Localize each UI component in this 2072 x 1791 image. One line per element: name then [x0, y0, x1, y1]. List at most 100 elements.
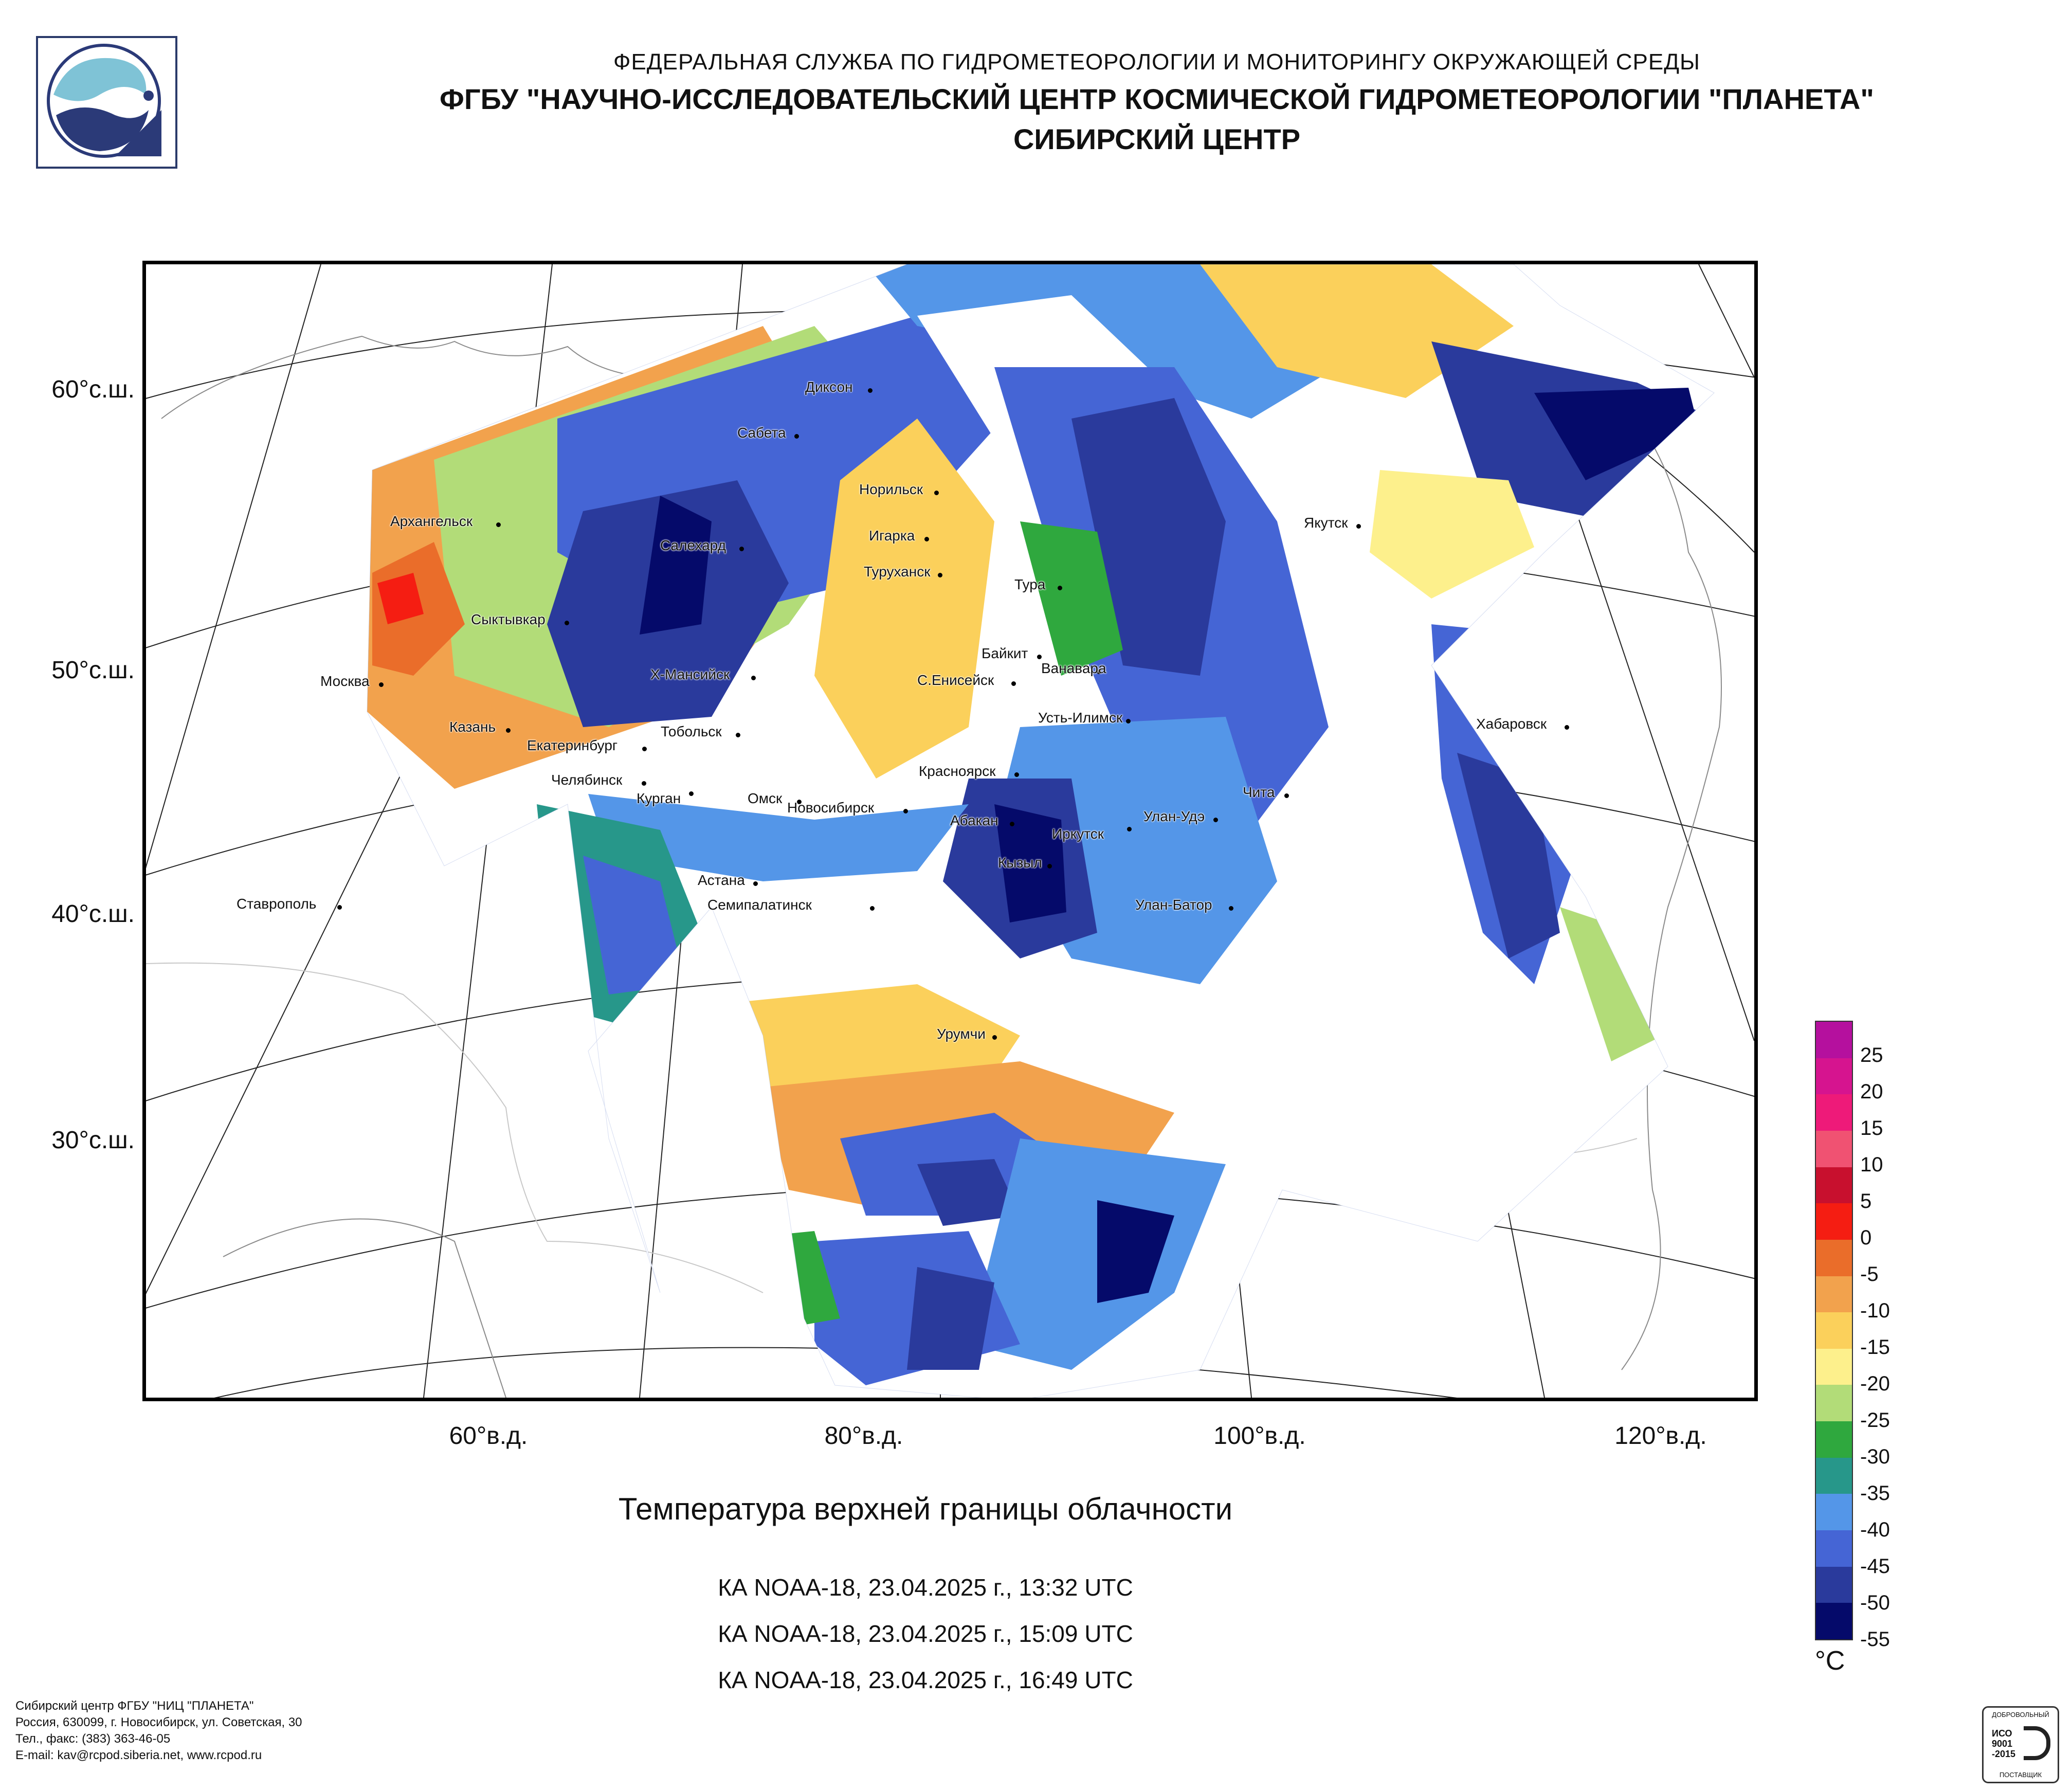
satellite-map: Диксон Сабета Норильск Архангельск Салехард И…	[142, 261, 1758, 1401]
city-marker	[870, 906, 875, 911]
city-label: Ванавара	[1041, 660, 1106, 676]
legend-color-box	[1816, 1203, 1852, 1240]
lat-label-30: 30°с.ш.	[51, 1127, 135, 1154]
city-marker	[1097, 670, 1101, 674]
map-title: Температура верхней границы облачности	[618, 1492, 1233, 1526]
legend-color-box	[1816, 1167, 1852, 1204]
lat-label-40: 40°с.ш.	[51, 900, 135, 928]
legend-color-box	[1816, 1530, 1852, 1567]
header-institute: ФГБУ "НАУЧНО-ИССЛЕДОВАТЕЛЬСКИЙ ЦЕНТР КОС…	[440, 83, 1874, 115]
satellite-pass-2: КА NOAA-18, 23.04.2025 г., 15:09 UTC	[718, 1620, 1133, 1647]
legend-color-box	[1816, 1348, 1852, 1385]
legend-color-box	[1816, 1566, 1852, 1603]
city-marker	[506, 728, 511, 733]
city-label: Абакан	[950, 812, 998, 828]
footer-line: Тел., факс: (383) 363-46-05	[15, 1732, 171, 1746]
city-marker	[797, 800, 802, 804]
city-label: Улан-Удэ	[1143, 808, 1205, 824]
city-marker	[751, 676, 756, 680]
city-label: Норильск	[859, 481, 923, 497]
city-marker	[1565, 725, 1569, 730]
city-marker	[1011, 681, 1016, 686]
coastlines	[161, 335, 1722, 1398]
city-label: Туруханск	[864, 564, 931, 580]
city-marker	[1047, 864, 1052, 869]
city-label: Х-Мансийск	[650, 666, 730, 682]
city-label: Казань	[449, 719, 496, 735]
satellite-pass-3: КА NOAA-18, 23.04.2025 г., 16:49 UTC	[718, 1667, 1133, 1693]
city-marker	[753, 881, 758, 886]
city-label: Сабета	[737, 425, 786, 441]
city-marker	[739, 547, 744, 551]
iso-c-mark-icon	[2024, 1726, 2050, 1760]
footer-line: Россия, 630099, г. Новосибирск, ул. Сове…	[15, 1715, 302, 1729]
legend-color-box	[1816, 1094, 1852, 1131]
header-center: СИБИРСКИЙ ЦЕНТР	[1013, 123, 1301, 155]
legend-value: -45	[1860, 1555, 1890, 1578]
city-label: Красноярск	[919, 763, 996, 779]
legend-color-box	[1816, 1457, 1852, 1494]
footer-line: E-mail: kav@rcpod.siberia.net, www.rcpod…	[15, 1748, 262, 1762]
city-marker	[924, 537, 929, 541]
planeta-logo-icon	[36, 36, 177, 169]
iso-line1: ИСО	[1992, 1728, 2012, 1739]
city-marker	[642, 781, 646, 786]
city-label: Игарка	[869, 528, 915, 544]
city-marker	[1037, 655, 1042, 659]
city-label: Диксон	[805, 379, 853, 395]
city-label: Якутск	[1304, 515, 1348, 531]
city-label: Омск	[748, 790, 783, 806]
city-label: Иркутск	[1052, 826, 1104, 842]
iso-line3: -2015	[1992, 1749, 2016, 1759]
header-agency: ФЕДЕРАЛЬНАЯ СЛУЖБА ПО ГИДРОМЕТЕОРОЛОГИИ …	[613, 49, 1700, 75]
legend-value: 20	[1860, 1080, 1883, 1103]
city-label: С.Енисейск	[917, 672, 994, 688]
city-label: Екатеринбург	[527, 737, 618, 753]
legend-value: -15	[1860, 1336, 1890, 1359]
city-marker	[1229, 906, 1233, 911]
city-label: Новосибирск	[787, 800, 875, 816]
legend-value: -50	[1860, 1591, 1890, 1614]
city-label: Хабаровск	[1476, 716, 1547, 732]
satellite-pass-1: КА NOAA-18, 23.04.2025 г., 13:32 UTC	[718, 1574, 1133, 1601]
footer-contacts: Сибирский центр ФГБУ "НИЦ "ПЛАНЕТА" Росс…	[15, 1698, 302, 1764]
cloud-top-temperature-image	[146, 264, 1754, 1398]
legend-value: -30	[1860, 1445, 1890, 1468]
legend-color-box	[1816, 1421, 1852, 1458]
city-label: Кызыл	[998, 855, 1042, 871]
lon-label-120: 120°в.д.	[1614, 1422, 1707, 1450]
city-label: Сыктывкар	[471, 611, 546, 627]
legend-color-box	[1816, 1494, 1852, 1531]
city-marker	[379, 682, 384, 687]
city-marker	[1014, 772, 1019, 777]
city-marker	[1058, 586, 1062, 590]
legend-value: -35	[1860, 1482, 1890, 1505]
legend-value: -25	[1860, 1409, 1890, 1432]
legend-color-box	[1816, 1022, 1852, 1059]
iso-bottom-text: ПОСТАВЩИК	[1999, 1771, 2042, 1779]
city-marker	[1126, 719, 1131, 723]
footer-line: Сибирский центр ФГБУ "НИЦ "ПЛАНЕТА"	[15, 1699, 254, 1713]
city-marker	[794, 434, 799, 439]
city-label: Ставрополь	[237, 896, 317, 912]
lon-label-100: 100°в.д.	[1213, 1422, 1306, 1450]
city-label: Архангельск	[390, 513, 473, 529]
legend-value: -5	[1860, 1263, 1879, 1286]
city-marker	[934, 491, 939, 495]
legend-value: 0	[1860, 1226, 1872, 1249]
lon-label-80: 80°в.д.	[824, 1422, 903, 1450]
city-marker	[938, 573, 942, 577]
lon-label-60: 60°в.д.	[449, 1422, 528, 1450]
legend-value: 25	[1860, 1044, 1883, 1066]
legend-color-box	[1816, 1239, 1852, 1277]
iso-line2: 9001	[1992, 1739, 2013, 1749]
legend-value: 15	[1860, 1117, 1883, 1139]
city-marker	[496, 522, 501, 527]
lat-label-50: 50°с.ш.	[51, 657, 135, 684]
legend-color-box	[1816, 1130, 1852, 1168]
city-marker	[1356, 524, 1361, 529]
legend-value: 10	[1860, 1153, 1883, 1176]
legend-value: 5	[1860, 1190, 1872, 1213]
city-label: Курган	[637, 790, 681, 806]
city-label: Урумчи	[937, 1026, 986, 1042]
